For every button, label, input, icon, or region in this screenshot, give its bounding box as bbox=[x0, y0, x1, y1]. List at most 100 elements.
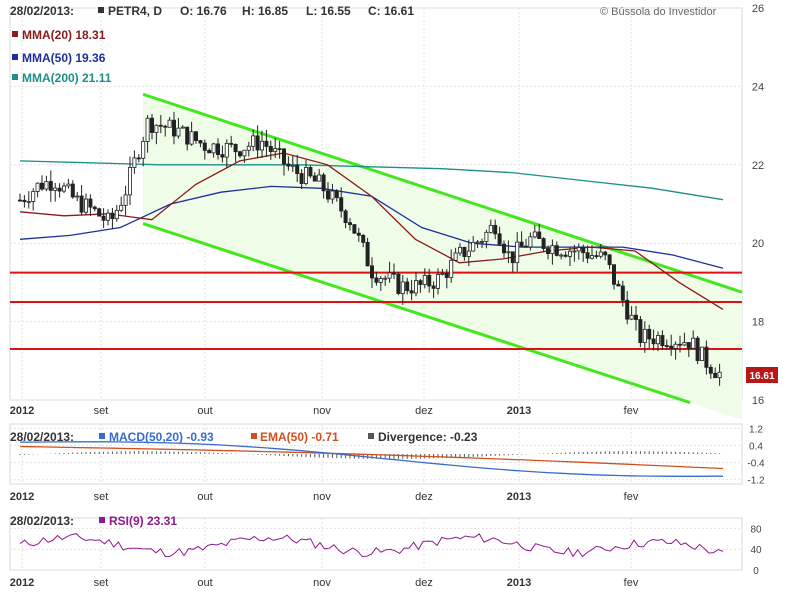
candle-body bbox=[281, 148, 286, 165]
candle bbox=[220, 145, 225, 163]
candle bbox=[612, 264, 617, 290]
candle bbox=[123, 185, 128, 216]
candle bbox=[299, 169, 304, 190]
ema-line bbox=[19, 445, 724, 470]
rsi-y-tick-label: 80 bbox=[750, 524, 762, 535]
x-tick-label: fev bbox=[624, 577, 639, 589]
header-high: H: 16.85 bbox=[242, 4, 288, 18]
candle bbox=[17, 193, 22, 202]
candle bbox=[356, 227, 361, 242]
mma50-swatch bbox=[12, 54, 18, 60]
candle-body bbox=[717, 371, 722, 379]
candle-body bbox=[321, 174, 326, 192]
candle-body bbox=[603, 251, 608, 256]
candle bbox=[581, 244, 586, 262]
candle bbox=[695, 336, 700, 365]
candle bbox=[193, 131, 198, 144]
candle-body bbox=[453, 252, 458, 261]
candle-body bbox=[365, 242, 370, 267]
candle bbox=[88, 194, 93, 217]
candle bbox=[554, 241, 559, 257]
candle bbox=[435, 268, 440, 295]
candle bbox=[387, 261, 392, 283]
candle bbox=[475, 240, 480, 249]
candle-body bbox=[62, 185, 67, 192]
candle-body bbox=[629, 314, 634, 320]
x-tick-label: fev bbox=[624, 491, 639, 503]
candle-body bbox=[488, 224, 493, 233]
candle bbox=[568, 247, 573, 266]
candle bbox=[462, 246, 467, 261]
candle-body bbox=[563, 254, 568, 257]
panel-frame-1 bbox=[9, 423, 743, 485]
candle-body bbox=[242, 149, 247, 157]
candle bbox=[471, 236, 476, 252]
candle-body bbox=[391, 272, 396, 275]
candle-body bbox=[493, 224, 498, 235]
candle-body bbox=[515, 241, 520, 264]
x-tick-label: nov bbox=[313, 491, 331, 503]
candle bbox=[607, 254, 612, 270]
candle bbox=[616, 280, 621, 287]
candle-body bbox=[211, 143, 216, 154]
candle-body bbox=[664, 345, 669, 347]
candle-body bbox=[185, 126, 190, 145]
candle-body bbox=[255, 135, 260, 151]
candle-body bbox=[303, 167, 308, 184]
copyright: © Bússola do Investidor bbox=[600, 6, 717, 18]
candle bbox=[189, 121, 194, 146]
candle-body bbox=[369, 265, 374, 279]
candle-body bbox=[651, 338, 656, 345]
y-tick-label: 20 bbox=[752, 238, 764, 250]
candle-body bbox=[506, 251, 511, 254]
y-tick-label: 22 bbox=[752, 160, 764, 172]
candle-body bbox=[546, 248, 551, 255]
candle-body bbox=[700, 346, 705, 361]
candle-body bbox=[524, 245, 529, 248]
candle-body bbox=[554, 245, 559, 256]
ticker-swatch bbox=[98, 7, 104, 13]
candle bbox=[532, 224, 537, 239]
candle bbox=[598, 243, 603, 259]
candle bbox=[528, 232, 533, 251]
candle bbox=[79, 185, 84, 216]
candle bbox=[233, 143, 238, 163]
candlesticks bbox=[17, 111, 722, 386]
candle bbox=[493, 219, 498, 240]
candle bbox=[101, 208, 106, 228]
candle bbox=[242, 149, 247, 163]
candle-body bbox=[581, 247, 586, 254]
candle-body bbox=[215, 143, 220, 155]
candle-body bbox=[612, 264, 617, 285]
candle bbox=[321, 172, 326, 199]
candle bbox=[651, 329, 656, 351]
candle bbox=[40, 175, 45, 191]
candle-body bbox=[97, 208, 102, 217]
candle-body bbox=[136, 157, 141, 160]
candle bbox=[515, 232, 520, 272]
divergence-swatch bbox=[368, 433, 374, 439]
x-tick-label: set bbox=[94, 577, 109, 589]
candle-body bbox=[202, 142, 207, 151]
candle bbox=[396, 271, 401, 296]
candle bbox=[163, 124, 168, 137]
candle-body bbox=[713, 372, 718, 379]
candle-body bbox=[286, 163, 291, 167]
x-tick-label: out bbox=[197, 405, 212, 417]
candle-body bbox=[66, 183, 71, 187]
candle bbox=[114, 205, 119, 222]
candle bbox=[563, 251, 568, 258]
candle-body bbox=[642, 328, 647, 343]
candle bbox=[572, 244, 577, 262]
candle-body bbox=[457, 246, 462, 254]
candle-body bbox=[378, 278, 383, 283]
candle-body bbox=[176, 127, 181, 137]
candle bbox=[330, 183, 335, 204]
candle-body bbox=[123, 194, 128, 206]
candle-body bbox=[669, 345, 674, 349]
candle bbox=[53, 182, 58, 202]
candle-body bbox=[590, 255, 595, 259]
candle-body bbox=[229, 142, 234, 145]
candle bbox=[453, 247, 458, 262]
macd-y-tick-label: 0.4 bbox=[749, 441, 763, 452]
